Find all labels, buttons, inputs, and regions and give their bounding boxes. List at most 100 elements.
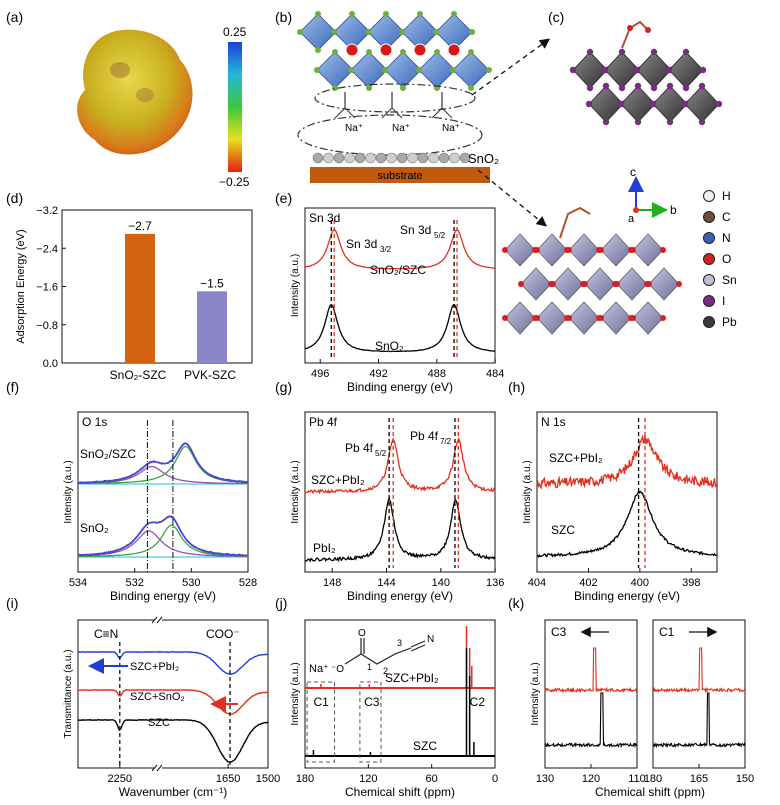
pb-octahedron <box>668 51 704 89</box>
x-axis-label: Binding energy (eV) <box>347 380 453 394</box>
iodide-atom <box>331 29 337 35</box>
iodide-atom <box>365 29 371 35</box>
sn-octahedron <box>632 233 664 267</box>
y-tick-label: −0.8 <box>36 320 58 332</box>
text-span: SnO₂-SZC <box>110 368 167 382</box>
panel-f-label: (f) <box>6 379 19 395</box>
chart-e: 496 492 488 484 Binding energy (eV) Intensity… <box>290 207 504 394</box>
szc-molecule <box>621 20 649 49</box>
bar-0 <box>125 233 155 363</box>
iodide-atom <box>399 29 405 35</box>
spectrum-szc <box>536 489 718 559</box>
ftir-szc-pbi2 <box>77 650 269 675</box>
octahedron <box>384 51 422 89</box>
panel-i-label: (i) <box>6 595 18 611</box>
ion-label: Na⁺ <box>392 123 410 134</box>
y-tick-label: −1.6 <box>36 282 58 294</box>
carboxylate <box>334 107 356 119</box>
molecule-o-minus: ⁻O <box>331 664 344 675</box>
panel-e: (e) 496 492 488 484 Binding energy (eV) Inten… <box>275 190 504 394</box>
perovskite-slab-top <box>569 20 723 126</box>
y-axis-label: Intensity (a.u.) <box>290 662 301 725</box>
text-span: SZC+PbI₂ <box>385 671 439 685</box>
sno2-atom <box>386 152 397 164</box>
text-span: PVK-SZC <box>184 368 236 382</box>
sno2-atom <box>396 152 408 164</box>
fit-component-2 <box>78 524 248 558</box>
legend-swatch <box>703 211 715 223</box>
iodide-atom <box>586 48 594 56</box>
panel-a: (a) 0.25 −0.25 <box>6 9 250 189</box>
axis-break <box>151 764 163 772</box>
band-label-cn: C≡N <box>94 627 118 641</box>
sno2-atom <box>323 152 334 164</box>
y-axis-label: Intensity (a.u.) <box>290 460 301 523</box>
x-tick-label: 120 <box>359 773 377 785</box>
carboxylate <box>431 107 453 119</box>
peak-label-sub: 7/2 <box>440 437 452 446</box>
sno2-atom <box>428 152 439 164</box>
oxygen-atom <box>660 315 666 321</box>
y-axis-label: Adsorption Energy (eV) <box>15 229 27 343</box>
molecule-atom-o: O <box>358 628 366 639</box>
sno2-atom <box>459 152 471 164</box>
spectrum-sno2 <box>304 303 496 353</box>
legend-swatch <box>703 253 715 265</box>
trace-label-sno2-szc: SnO₂/SZC <box>80 447 136 461</box>
molecule-atom-n: N <box>427 634 434 645</box>
axis-break <box>151 616 163 624</box>
bar-1 <box>197 291 227 363</box>
peak-label-sub: 5/2 <box>375 449 387 458</box>
iodide-atom <box>618 48 626 56</box>
molecule-c3: 3 <box>397 638 402 648</box>
y-axis-label: Intensity (a.u.) <box>290 254 301 317</box>
iodide-atom <box>348 67 354 73</box>
electrostatic-surface <box>77 29 193 155</box>
x-tick-label: 2250 <box>108 773 132 785</box>
iodide-atom <box>649 100 657 108</box>
pb-octahedron <box>684 85 720 123</box>
text-span: SZC+PbI₂ <box>549 451 603 465</box>
trace-label-szc-pbi2: SZC+PbI₂ <box>311 473 365 487</box>
panel-g-label: (g) <box>275 379 292 395</box>
oxygen-atom <box>598 247 604 253</box>
x-tick-label: 165 <box>690 773 708 785</box>
oxygen-atom <box>518 281 524 287</box>
panel-f: (f) 534 532 530 528 Binding energy (eV) Inten… <box>6 379 257 603</box>
x-tick-label: 144 <box>377 577 395 589</box>
plot-frame <box>304 207 496 364</box>
iodide-atom <box>665 66 673 74</box>
trace-label-szc: SZC <box>551 523 575 537</box>
trace-label-szc-pbi2: SZC+PbI₂ <box>385 671 439 685</box>
legend-label-i: I <box>722 294 725 308</box>
x-tick-label: 60 <box>426 773 438 785</box>
x-tick-label: 150 <box>736 773 754 785</box>
sno2-atom <box>407 152 418 164</box>
peak-label-sub: 3/2 <box>380 245 392 254</box>
chart-e-title: Sn 3d <box>309 211 340 225</box>
nmr-zoom-black <box>652 692 746 749</box>
szc-molecules <box>334 92 453 119</box>
legend-swatch <box>703 274 715 286</box>
band-label-coo: COO⁻ <box>206 627 240 641</box>
iodide-atom <box>698 118 706 126</box>
text-span: SZC+SnO₂ <box>130 691 185 703</box>
molecule-na: Na⁺ <box>309 663 329 675</box>
arrow-to-c-bottom <box>477 169 548 227</box>
iodide-atom <box>617 100 625 108</box>
iodide-atom <box>332 85 338 91</box>
fit-component-1 <box>78 530 248 558</box>
legend-swatch <box>703 316 715 328</box>
legend-label-n: N <box>722 231 731 245</box>
trace-label-sno2: SnO₂ <box>80 521 109 535</box>
iodide-atom <box>633 66 641 74</box>
iodide-atom <box>366 49 372 55</box>
panel-d: (d) −3.2 −2.4 −1.6 −0.8 0.0 Adsorption Energy… <box>6 190 253 382</box>
peak-label-pb4f72: Pb 4f <box>410 429 439 443</box>
text-span: SZC+PbI₂ <box>311 473 365 487</box>
substrate-bar <box>310 167 490 183</box>
y-tick-label: 0.0 <box>43 358 58 370</box>
iodide-atom <box>486 67 492 73</box>
